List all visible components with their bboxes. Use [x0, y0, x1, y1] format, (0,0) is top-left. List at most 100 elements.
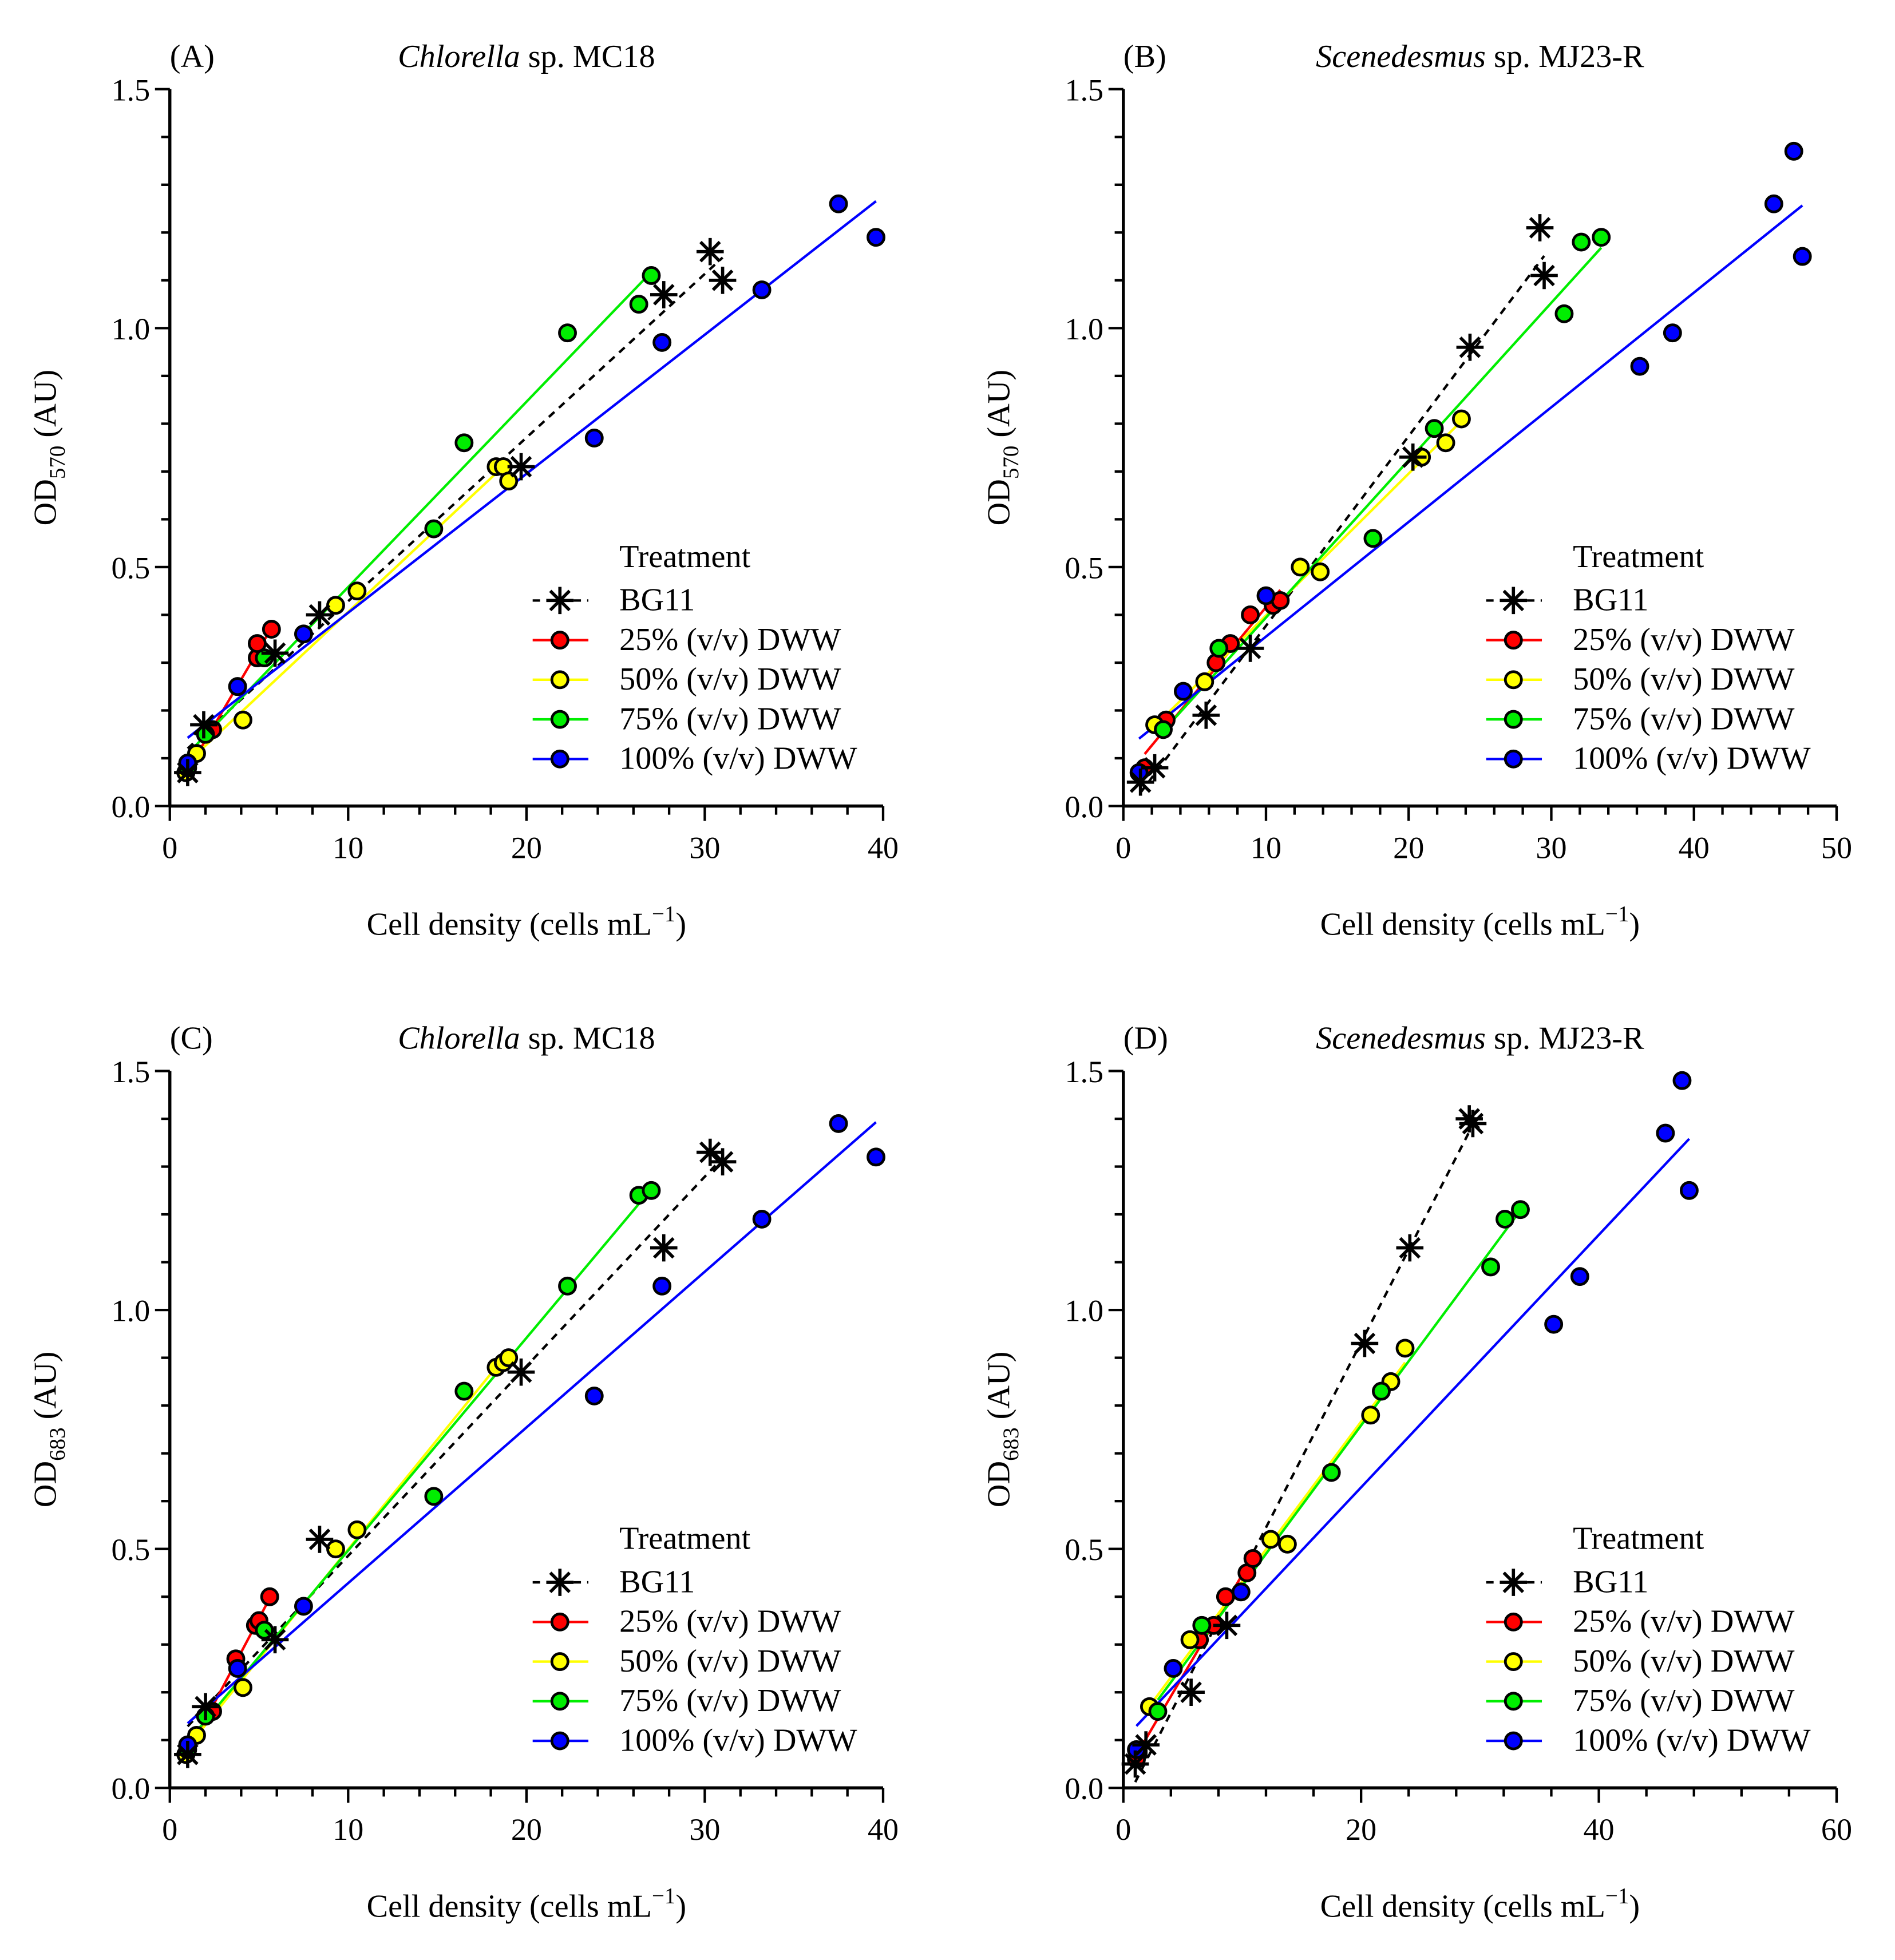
legend-entry-label: 75% (v/v) DWW: [1573, 701, 1794, 737]
x-tick-label: 0: [162, 830, 177, 865]
chart-title: Scenedesmus sp. MJ23-R: [1316, 1021, 1644, 1056]
x-axis-label: Cell density (cells mL−1): [367, 1883, 687, 1924]
data-point-bg11: [507, 453, 535, 481]
legend-entry-label: 50% (v/v) DWW: [619, 1644, 841, 1679]
data-point-50pct: [347, 581, 367, 601]
data-point-100pct: [1656, 1123, 1675, 1143]
data-point-100pct: [1764, 194, 1783, 213]
data-point-bg11: [1213, 1611, 1241, 1640]
title-genus: Chlorella: [398, 1021, 520, 1056]
data-point-75pct: [629, 295, 648, 314]
legend-entry-label: 75% (v/v) DWW: [619, 701, 841, 737]
legend-star-marker: [546, 587, 574, 615]
star-stroke: [1239, 638, 1261, 659]
x-tick-label: 40: [868, 830, 899, 865]
data-point-50pct: [1395, 1339, 1415, 1358]
x-tick-label: 0: [162, 1812, 177, 1847]
data-point-bg11: [306, 601, 334, 629]
star-stroke: [510, 456, 532, 478]
data-point-bg11: [1177, 1678, 1205, 1706]
y-label-subscript: 570: [999, 446, 1023, 479]
data-point-100pct: [294, 624, 313, 644]
legend-entry-label: 75% (v/v) DWW: [619, 1683, 841, 1719]
data-point-bg11: [696, 237, 724, 266]
y-axis-label: OD683 (AU): [28, 1352, 70, 1507]
star-stroke: [1144, 757, 1166, 779]
x-tick-label: 30: [689, 830, 720, 865]
legend-entry-label: 100% (v/v) DWW: [1573, 1723, 1811, 1758]
title-genus: Chlorella: [398, 39, 520, 74]
star-stroke: [177, 762, 199, 783]
legend-entry-label: 100% (v/v) DWW: [1573, 741, 1811, 777]
y-tick-label: 0.0: [112, 790, 151, 824]
star-stroke: [1354, 1332, 1376, 1355]
data-point-100pct: [1164, 1659, 1183, 1678]
data-point-25pct: [260, 1587, 279, 1606]
panel-label: (A): [170, 39, 215, 74]
data-point-50pct: [1195, 672, 1214, 691]
star-stroke: [1402, 446, 1424, 468]
x-tick-label: 40: [1679, 830, 1710, 865]
data-point-75pct: [558, 323, 577, 343]
y-label-subscript: 683: [999, 1427, 1023, 1460]
legend-entry-label: BG11: [1573, 1564, 1648, 1599]
star-stroke: [308, 1529, 331, 1550]
star-stroke: [1502, 1571, 1525, 1593]
y-tick-label: 1.5: [112, 73, 151, 107]
data-point-bg11: [1121, 1750, 1149, 1778]
data-point-50pct: [234, 1678, 252, 1697]
legend: Treatment BG11 25% (v/v) DWW 50% (v/v) DWW 7…: [532, 1521, 857, 1758]
data-point-50pct: [1261, 1530, 1280, 1549]
data-point-100pct: [829, 194, 848, 213]
legend-circle-marker: [1504, 710, 1523, 729]
data-point-100pct: [1663, 323, 1682, 343]
y-axis-label: OD570 (AU): [28, 370, 70, 525]
data-point-100pct: [752, 280, 772, 299]
data-point-75pct: [1372, 1381, 1391, 1401]
legend-title: Treatment: [1573, 539, 1704, 575]
data-point-75pct: [1572, 232, 1591, 252]
x-label-superscript: −1: [1605, 1883, 1629, 1908]
legend-entry-label: 50% (v/v) DWW: [1573, 1644, 1794, 1679]
data-point-50pct: [1277, 1534, 1297, 1554]
legend-circle-marker: [550, 1731, 569, 1751]
data-point-50pct: [234, 710, 252, 730]
legend-entry-label: 25% (v/v) DWW: [1573, 622, 1794, 658]
data-point-bg11: [709, 267, 737, 294]
data-point-100pct: [652, 1276, 672, 1296]
data-point-75pct: [1511, 1200, 1530, 1219]
y-tick-label: 0.0: [112, 1772, 151, 1806]
y-tick-label: 0.0: [1065, 1772, 1104, 1806]
x-tick-label: 0: [1115, 830, 1131, 865]
data-point-100pct: [829, 1114, 848, 1133]
data-point-bg11: [1530, 262, 1558, 290]
y-tick-label: 1.0: [112, 1294, 151, 1328]
title-rest: sp. MJ23-R: [1486, 1021, 1644, 1056]
legend-entry-label: 50% (v/v) DWW: [1573, 662, 1794, 697]
data-point-bg11: [261, 639, 289, 667]
fit-line-BG11: [1139, 255, 1545, 794]
legend-entry-label: 100% (v/v) DWW: [619, 1723, 857, 1758]
legend-circle-marker: [550, 749, 569, 769]
chart-panel-c: 0.0 0.5 1.0 1.5 0 10 20 30 40 (C) Chlorella sp. MC…: [28, 1021, 899, 1925]
x-tick-label: 50: [1821, 830, 1852, 865]
star-stroke: [1195, 704, 1217, 726]
data-point-bg11: [1526, 214, 1554, 241]
x-tick-label: 40: [868, 1812, 899, 1847]
x-label-main: Cell density (cells mL: [367, 1888, 652, 1924]
star-stroke: [510, 1361, 532, 1383]
x-tick-label: 20: [1346, 1812, 1376, 1847]
title-rest: sp. MC18: [520, 39, 655, 74]
y-label-unit: (AU): [28, 370, 64, 446]
data-point-100pct: [652, 332, 672, 352]
x-tick-label: 40: [1584, 1812, 1615, 1847]
data-point-25pct: [262, 620, 281, 639]
data-point-100pct: [1784, 141, 1803, 161]
y-tick-label: 1.5: [112, 1055, 151, 1089]
data-point-75pct: [1192, 1615, 1212, 1635]
y-tick-label: 1.0: [1065, 1294, 1104, 1328]
legend-star-marker: [1500, 587, 1528, 615]
x-label-end: ): [675, 1888, 686, 1924]
data-point-75pct: [454, 433, 474, 453]
